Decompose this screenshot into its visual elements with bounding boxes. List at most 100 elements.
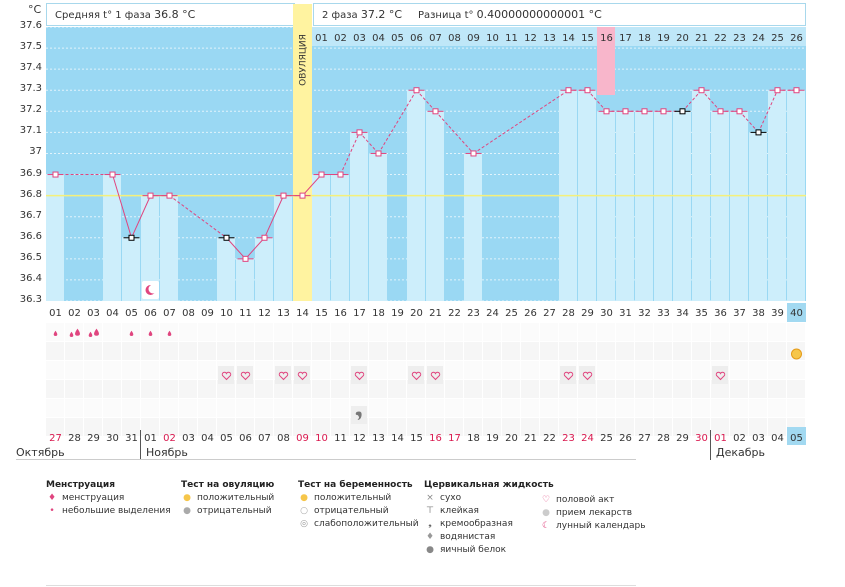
marker-cell (483, 323, 501, 341)
marker-cell (84, 399, 102, 417)
temperature-point[interactable] (356, 129, 363, 136)
phase-day-label: 15 (581, 33, 594, 44)
temperature-point[interactable] (679, 108, 686, 115)
marker-cell (426, 418, 444, 436)
temperature-point[interactable] (147, 192, 154, 199)
temperature-point[interactable] (52, 171, 59, 178)
marker-cell (331, 342, 349, 360)
temperature-point[interactable] (299, 192, 306, 199)
date-label: 27 (49, 433, 62, 444)
temperature-line-segment (378, 89, 417, 154)
marker-cell (217, 399, 235, 417)
menstruation-heavy-icon (94, 328, 99, 336)
temperature-point[interactable] (717, 108, 724, 115)
date-label: 28 (657, 433, 670, 444)
cycle-day-label: 15 (315, 308, 328, 319)
temperature-point[interactable] (698, 87, 705, 94)
temperature-point[interactable] (774, 87, 781, 94)
marker-cell (274, 418, 292, 436)
phase2-summary: 2 фаза 37.2 °C Разница t° 0.400000000000… (313, 3, 806, 26)
temperature-point[interactable] (641, 108, 648, 115)
marker-cell (692, 380, 710, 398)
heart-cell (408, 366, 424, 384)
temperature-point[interactable] (793, 87, 800, 94)
temperature-point[interactable] (565, 87, 572, 94)
temperature-point[interactable] (242, 255, 249, 262)
phase-day-label: 02 (334, 33, 347, 44)
temperature-point[interactable] (660, 108, 667, 115)
marker-cell (426, 323, 444, 341)
phase1-value: 36.8 °C (154, 8, 196, 21)
temperature-point[interactable] (166, 192, 173, 199)
temperature-point[interactable] (375, 150, 382, 157)
y-tick-label: 36.3 (19, 294, 42, 305)
legend-item-label: лунный календарь (556, 521, 646, 531)
marker-cell (122, 418, 140, 436)
marker-cell (312, 342, 330, 360)
temperature-point[interactable] (755, 129, 762, 136)
marker-cell (122, 342, 140, 360)
marker-cell (540, 418, 558, 436)
cycle-day-label: 23 (467, 308, 480, 319)
temperature-point[interactable] (337, 171, 344, 178)
temperature-point[interactable] (413, 87, 420, 94)
marker-cell (768, 399, 786, 417)
marker-cell (502, 342, 520, 360)
temperature-point[interactable] (261, 234, 268, 241)
marker-cell (502, 418, 520, 436)
marker-cell (673, 323, 691, 341)
temperature-point[interactable] (109, 171, 116, 178)
marker-cell (198, 342, 216, 360)
marker-cell (616, 342, 634, 360)
marker-cell (46, 399, 64, 417)
marker-cell (521, 418, 539, 436)
marker-cell (312, 323, 330, 341)
temperature-point[interactable] (603, 108, 610, 115)
phase-day-label: 01 (315, 33, 328, 44)
temperature-chart: ОВУЛЯЦИЯ 01 02 03 04 05 06 07 08 09 10 11 12 13 14 15 16… (46, 4, 806, 445)
temperature-line-segment (340, 132, 360, 175)
phase-day-label: 10 (486, 33, 499, 44)
temperature-bar (103, 174, 121, 301)
temperature-point[interactable] (280, 192, 287, 199)
date-label: 25 (600, 433, 613, 444)
legend-item: ⊤ клейкая (424, 506, 554, 516)
phase-day-header (312, 27, 806, 46)
temperature-bar (331, 174, 349, 301)
heart-cell (579, 366, 595, 384)
temperature-point[interactable] (470, 150, 477, 157)
menstruation-light-icon (148, 330, 153, 336)
marker-cell (217, 323, 235, 341)
legend-item: ♦ менструация (46, 493, 171, 503)
marker-cell (293, 323, 311, 341)
marker-cell (65, 399, 83, 417)
temperature-bar (711, 111, 729, 301)
temperature-point[interactable] (223, 234, 230, 241)
marker-cell (179, 380, 197, 398)
y-axis-unit: °C (28, 3, 42, 16)
heart-icon: ♡ (541, 495, 551, 505)
marker-cell (331, 380, 349, 398)
phase-day-label: 24 (752, 33, 765, 44)
marker-cell (597, 418, 615, 436)
marker-cell (160, 361, 178, 379)
marker-cell (521, 380, 539, 398)
temperature-point[interactable] (622, 108, 629, 115)
temperature-point[interactable] (584, 87, 591, 94)
marker-cell (255, 361, 273, 379)
phase2-label: 2 фаза (322, 10, 358, 21)
marker-cell (426, 342, 444, 360)
moon-icon (148, 284, 158, 294)
date-label: 05 (790, 433, 803, 444)
marker-cell (578, 418, 596, 436)
y-tick-label: 37.6 (19, 20, 42, 31)
temperature-bar (141, 195, 159, 301)
temperature-point[interactable] (736, 108, 743, 115)
temperature-point[interactable] (432, 108, 439, 115)
marker-cell (255, 323, 273, 341)
temperature-point[interactable] (318, 171, 325, 178)
temperature-point[interactable] (128, 234, 135, 241)
selected-date (787, 427, 806, 445)
temperature-bar (122, 237, 140, 301)
legend-item: ♦ водянистая (424, 532, 554, 542)
